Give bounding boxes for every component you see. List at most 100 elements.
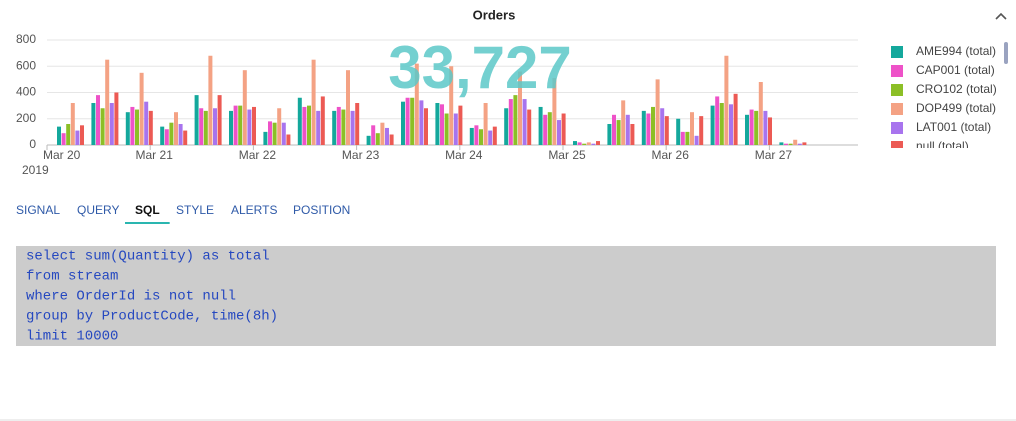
- bar: [75, 130, 80, 145]
- bar: [577, 142, 582, 145]
- bar: [715, 96, 720, 145]
- bar: [148, 110, 153, 145]
- bar: [199, 108, 204, 145]
- bar: [625, 114, 630, 145]
- bar: [596, 141, 600, 145]
- bar: [557, 120, 561, 145]
- tab[interactable]: SIGNAL: [16, 203, 60, 217]
- bar: [492, 126, 497, 145]
- legend-swatch[interactable]: [891, 141, 903, 153]
- bar: [302, 106, 307, 145]
- legend-scrollbar[interactable]: [1004, 42, 1008, 64]
- y-tick-label: 200: [16, 111, 36, 125]
- bar: [586, 142, 591, 145]
- bar: [641, 110, 646, 145]
- tab[interactable]: SQL: [135, 203, 160, 217]
- bar: [100, 108, 105, 145]
- bar: [297, 97, 302, 145]
- bar: [522, 99, 527, 145]
- bar: [96, 95, 100, 145]
- bar: [238, 105, 243, 145]
- bar: [389, 134, 394, 145]
- y-tick-label: 400: [16, 85, 36, 99]
- big-number: 33,727: [388, 34, 572, 101]
- legend-swatch[interactable]: [891, 122, 903, 134]
- bar: [247, 109, 252, 145]
- bar: [105, 59, 110, 145]
- bar: [749, 109, 754, 145]
- bar: [139, 72, 144, 145]
- bar: [504, 108, 509, 145]
- bar: [479, 129, 483, 145]
- bar: [488, 130, 493, 145]
- bar: [449, 66, 454, 145]
- bar: [424, 108, 428, 145]
- legend-swatch[interactable]: [891, 103, 903, 115]
- x-tick-label: Mar 21: [136, 148, 174, 162]
- legend-label[interactable]: CRO102 (total): [916, 82, 997, 96]
- tab[interactable]: POSITION: [293, 203, 350, 217]
- legend-label[interactable]: CAP001 (total): [916, 63, 995, 77]
- tab[interactable]: STYLE: [176, 203, 214, 217]
- legend-swatch[interactable]: [891, 65, 903, 77]
- panel-title: Orders: [473, 7, 516, 22]
- bar: [779, 142, 784, 145]
- legend-label[interactable]: AME994 (total): [916, 44, 996, 58]
- bar: [272, 122, 277, 145]
- bar: [91, 103, 96, 145]
- bar: [768, 117, 772, 145]
- bar: [109, 103, 114, 145]
- chart: 0 200 400 600 800 Mar 20 Mar 21 Mar 22 Mar 23 Mar…: [16, 32, 858, 177]
- bar: [630, 124, 635, 145]
- bar: [316, 110, 321, 145]
- y-tick-label: 600: [16, 58, 36, 72]
- bar: [401, 101, 405, 145]
- bar: [203, 110, 208, 145]
- y-tick-label: 800: [16, 32, 36, 46]
- code-line: select sum(Quantity) as total: [26, 249, 270, 265]
- bar: [655, 79, 660, 145]
- legend-label[interactable]: DOP499 (total): [916, 101, 996, 115]
- legend-label[interactable]: LAT001 (total): [916, 120, 991, 134]
- bar: [745, 114, 749, 145]
- bar: [350, 110, 355, 145]
- bar: [252, 106, 256, 145]
- bar: [547, 112, 552, 145]
- bar: [699, 116, 704, 145]
- bar: [366, 135, 371, 145]
- bar: [573, 141, 577, 145]
- bar: [263, 131, 268, 145]
- collapse-icon[interactable]: [995, 12, 1007, 20]
- bar: [178, 124, 183, 145]
- bar: [281, 122, 286, 145]
- bar: [690, 112, 694, 145]
- bar: [217, 95, 222, 145]
- tabs: SIGNAL QUERY SQL STYLE ALERTS POSITION: [16, 203, 350, 224]
- tab[interactable]: ALERTS: [231, 203, 277, 217]
- bar: [320, 96, 325, 145]
- bar: [61, 133, 66, 145]
- bar: [371, 125, 376, 145]
- bar: [518, 71, 522, 145]
- bar: [440, 104, 444, 145]
- bar: [710, 105, 715, 145]
- bar: [208, 55, 213, 145]
- x-tick-label: Mar 22: [239, 148, 277, 162]
- x-tick-label: Mar 23: [342, 148, 380, 162]
- legend-label[interactable]: null (total): [916, 139, 969, 153]
- bar: [685, 131, 690, 145]
- legend-swatch[interactable]: [891, 84, 903, 96]
- bar: [660, 108, 665, 145]
- bar: [341, 109, 346, 145]
- bar: [621, 100, 626, 145]
- bar: [680, 131, 685, 145]
- bar: [435, 103, 440, 145]
- bar: [616, 120, 621, 145]
- bar: [233, 105, 238, 145]
- bar: [307, 105, 311, 145]
- bar: [114, 92, 119, 145]
- tab[interactable]: QUERY: [77, 203, 119, 217]
- bar: [758, 82, 763, 145]
- bar: [410, 97, 415, 145]
- legend-swatch[interactable]: [891, 46, 903, 58]
